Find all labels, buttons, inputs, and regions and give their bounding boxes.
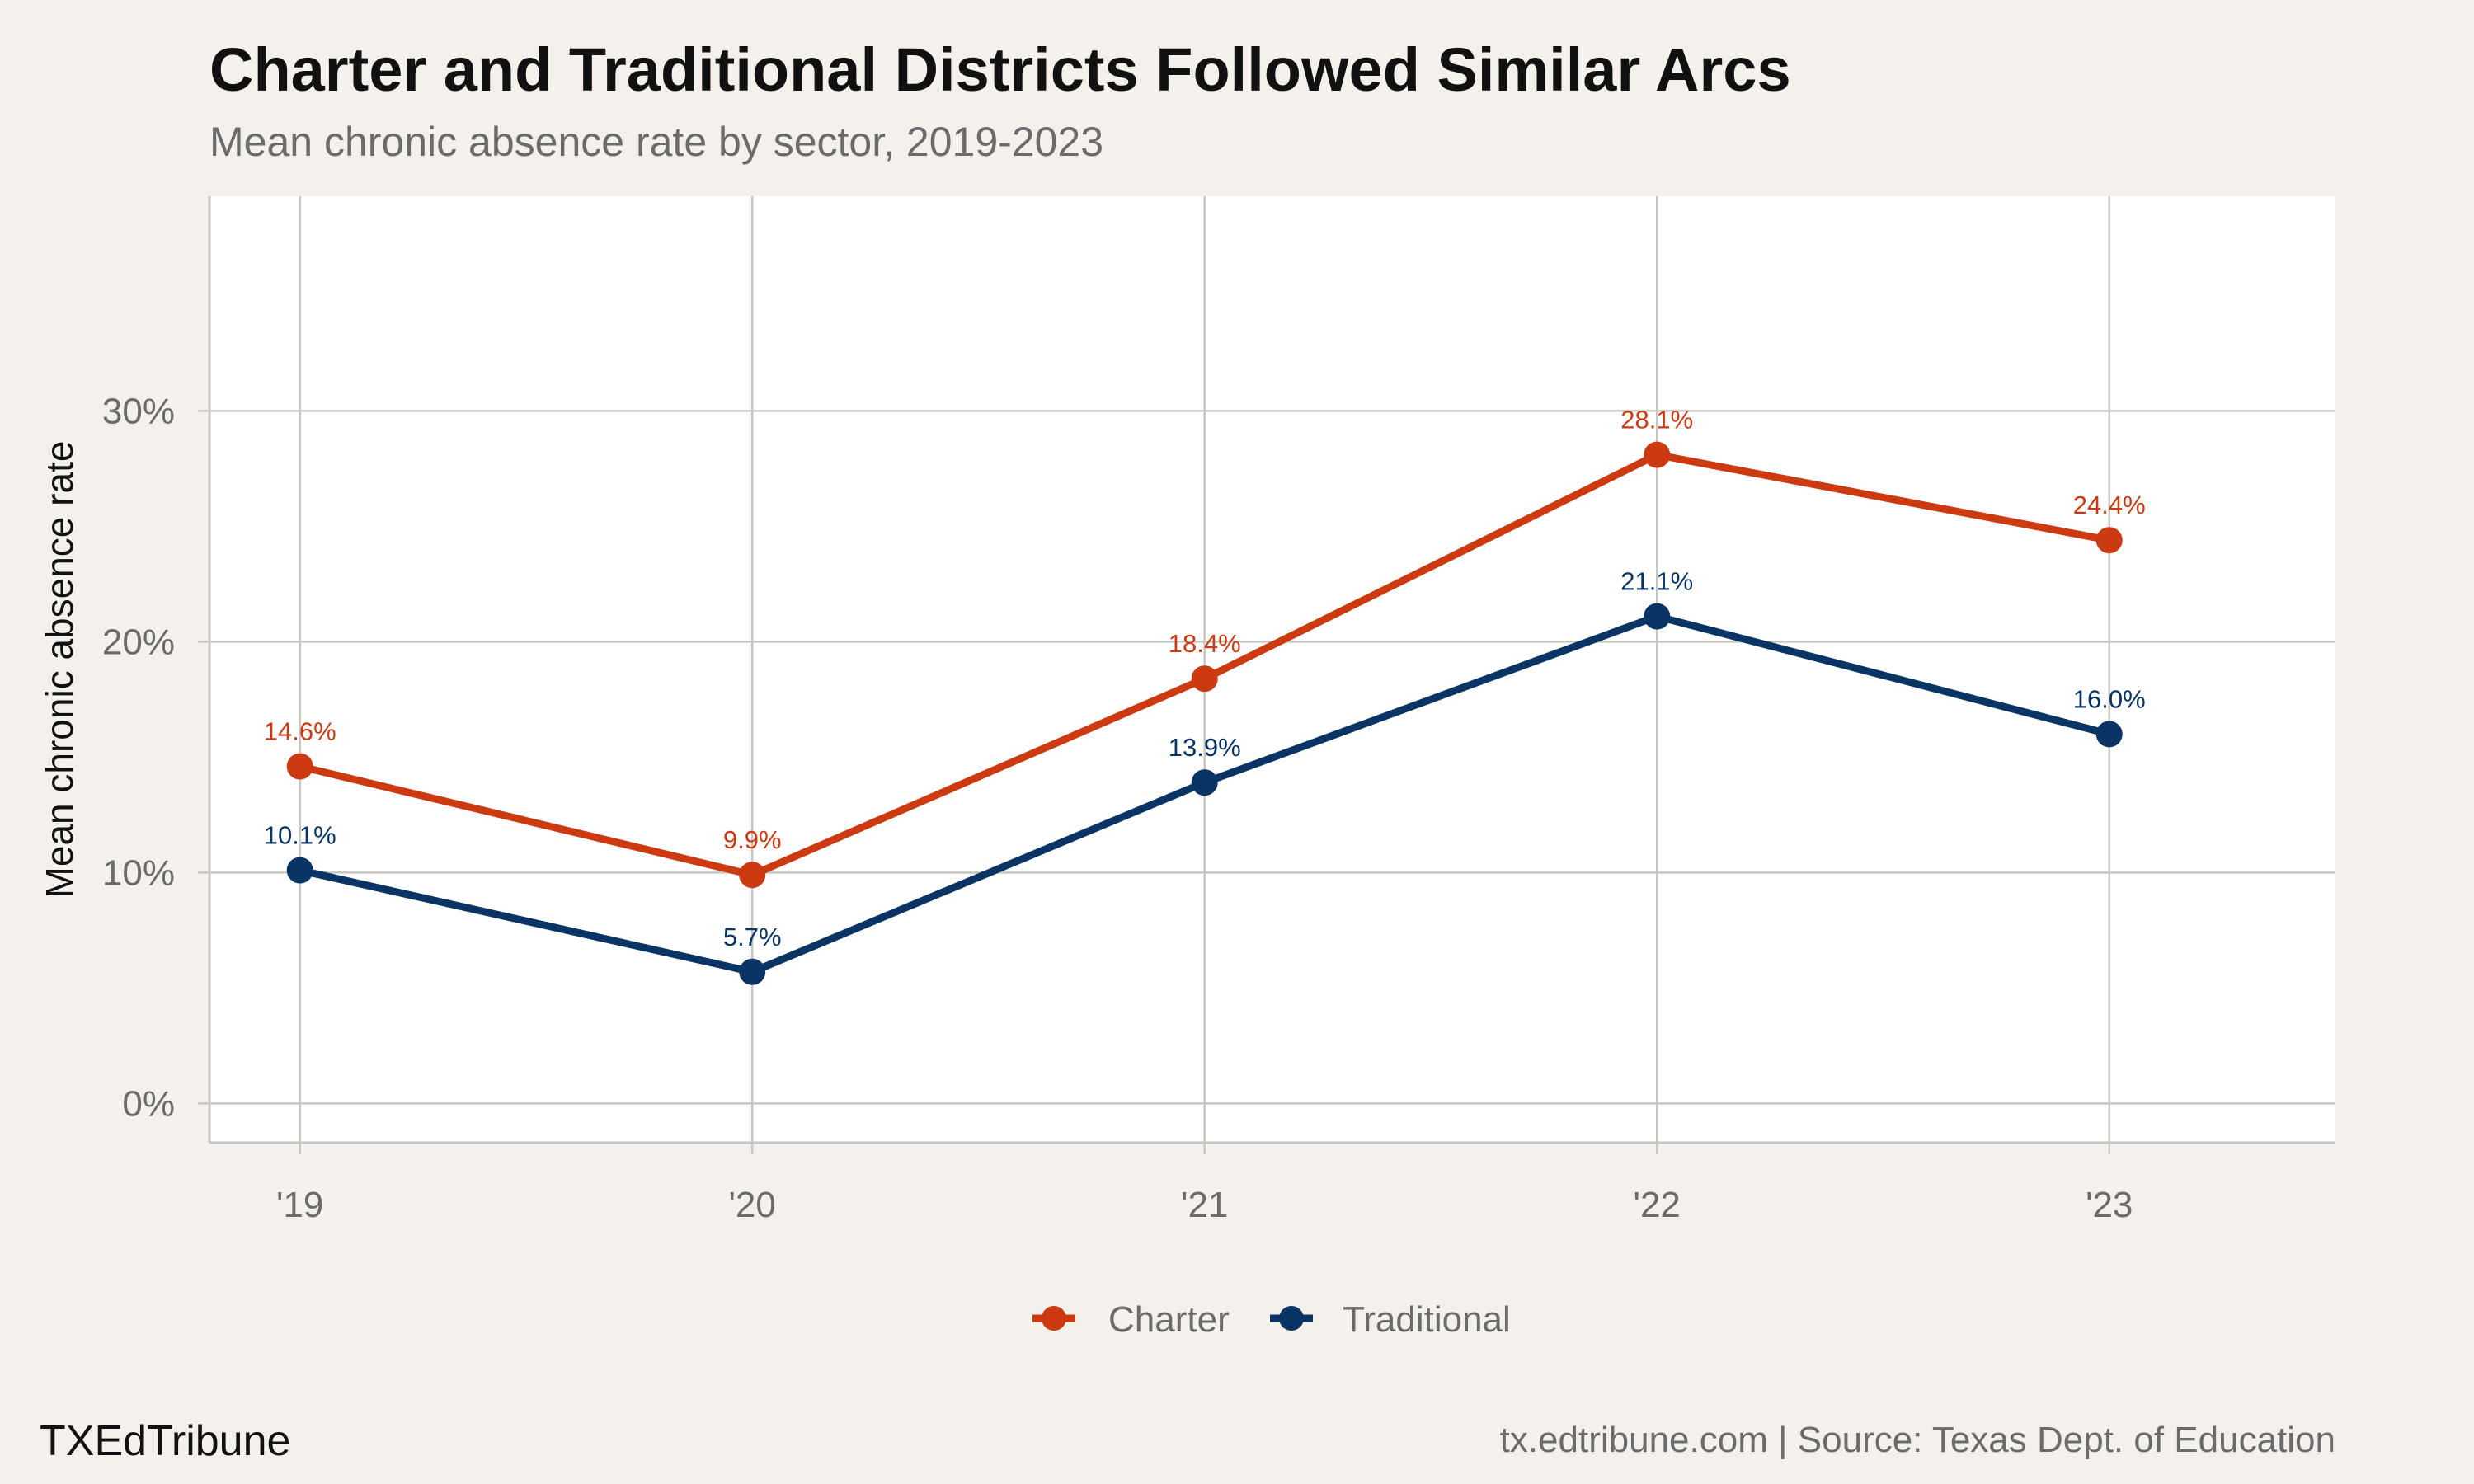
x-tick-label: '21 <box>1181 1185 1228 1225</box>
legend-label-charter: Charter <box>1108 1299 1230 1340</box>
data-label-traditional: 10.1% <box>264 821 336 850</box>
data-label-charter: 9.9% <box>723 825 782 854</box>
legend-item-charter: Charter <box>1032 1299 1230 1340</box>
series: 14.6% 9.9% 18.4% 28.1% 24.4% 10.1% 5.7% 13.9% 21… <box>264 406 2146 985</box>
y-tick-label: 20% <box>102 622 175 662</box>
y-tick-label: 0% <box>122 1083 175 1124</box>
data-label-charter: 28.1% <box>1620 406 1693 434</box>
data-label-traditional: 16.0% <box>2073 684 2146 713</box>
legend-marker-charter <box>1042 1306 1066 1331</box>
y-tick-label: 30% <box>102 391 175 431</box>
y-tick-label: 10% <box>102 852 175 893</box>
data-label-charter: 18.4% <box>1169 629 1241 658</box>
data-point-charter <box>286 753 313 780</box>
data-label-charter: 24.4% <box>2073 491 2146 519</box>
legend-label-traditional: Traditional <box>1343 1299 1511 1340</box>
data-label-charter: 14.6% <box>264 717 336 746</box>
source-note: tx.edtribune.com | Source: Texas Dept. o… <box>1500 1420 2335 1460</box>
x-tick-label: '19 <box>276 1185 323 1225</box>
x-tick-labels: '19 '20 '21 '22 '23 <box>276 1185 2133 1225</box>
x-tick-label: '22 <box>1634 1185 1681 1225</box>
data-label-traditional: 21.1% <box>1620 567 1693 596</box>
data-point-traditional <box>1191 769 1218 796</box>
x-tick-label: '20 <box>729 1185 776 1225</box>
chart-subtitle: Mean chronic absence rate by sector, 201… <box>209 119 1103 165</box>
x-tick-label: '23 <box>2086 1185 2133 1225</box>
axes <box>198 196 2335 1154</box>
legend-marker-traditional <box>1279 1306 1304 1331</box>
plot-panel <box>209 196 2335 1143</box>
legend-item-traditional: Traditional <box>1270 1299 1511 1340</box>
data-point-charter <box>739 862 766 889</box>
series-traditional: 10.1% 5.7% 13.9% 21.1% 16.0% <box>264 567 2146 985</box>
y-tick-labels: 0% 10% 20% 30% <box>102 391 175 1124</box>
brand-logo-text: TXEdTribune <box>40 1417 290 1465</box>
data-label-traditional: 13.9% <box>1169 733 1241 762</box>
data-point-charter <box>1644 441 1671 468</box>
data-point-traditional <box>739 958 766 985</box>
data-point-charter <box>1191 665 1218 693</box>
data-label-traditional: 5.7% <box>723 923 782 951</box>
data-point-traditional <box>2095 721 2123 748</box>
data-point-traditional <box>1644 603 1671 630</box>
data-point-traditional <box>286 857 313 884</box>
series-charter: 14.6% 9.9% 18.4% 28.1% 24.4% <box>264 406 2146 889</box>
legend: Charter Traditional <box>1032 1299 1511 1340</box>
y-axis-title: Mean chronic absence rate <box>38 441 81 899</box>
chart-title: Charter and Traditional Districts Follow… <box>209 35 1791 104</box>
data-point-charter <box>2095 527 2123 554</box>
